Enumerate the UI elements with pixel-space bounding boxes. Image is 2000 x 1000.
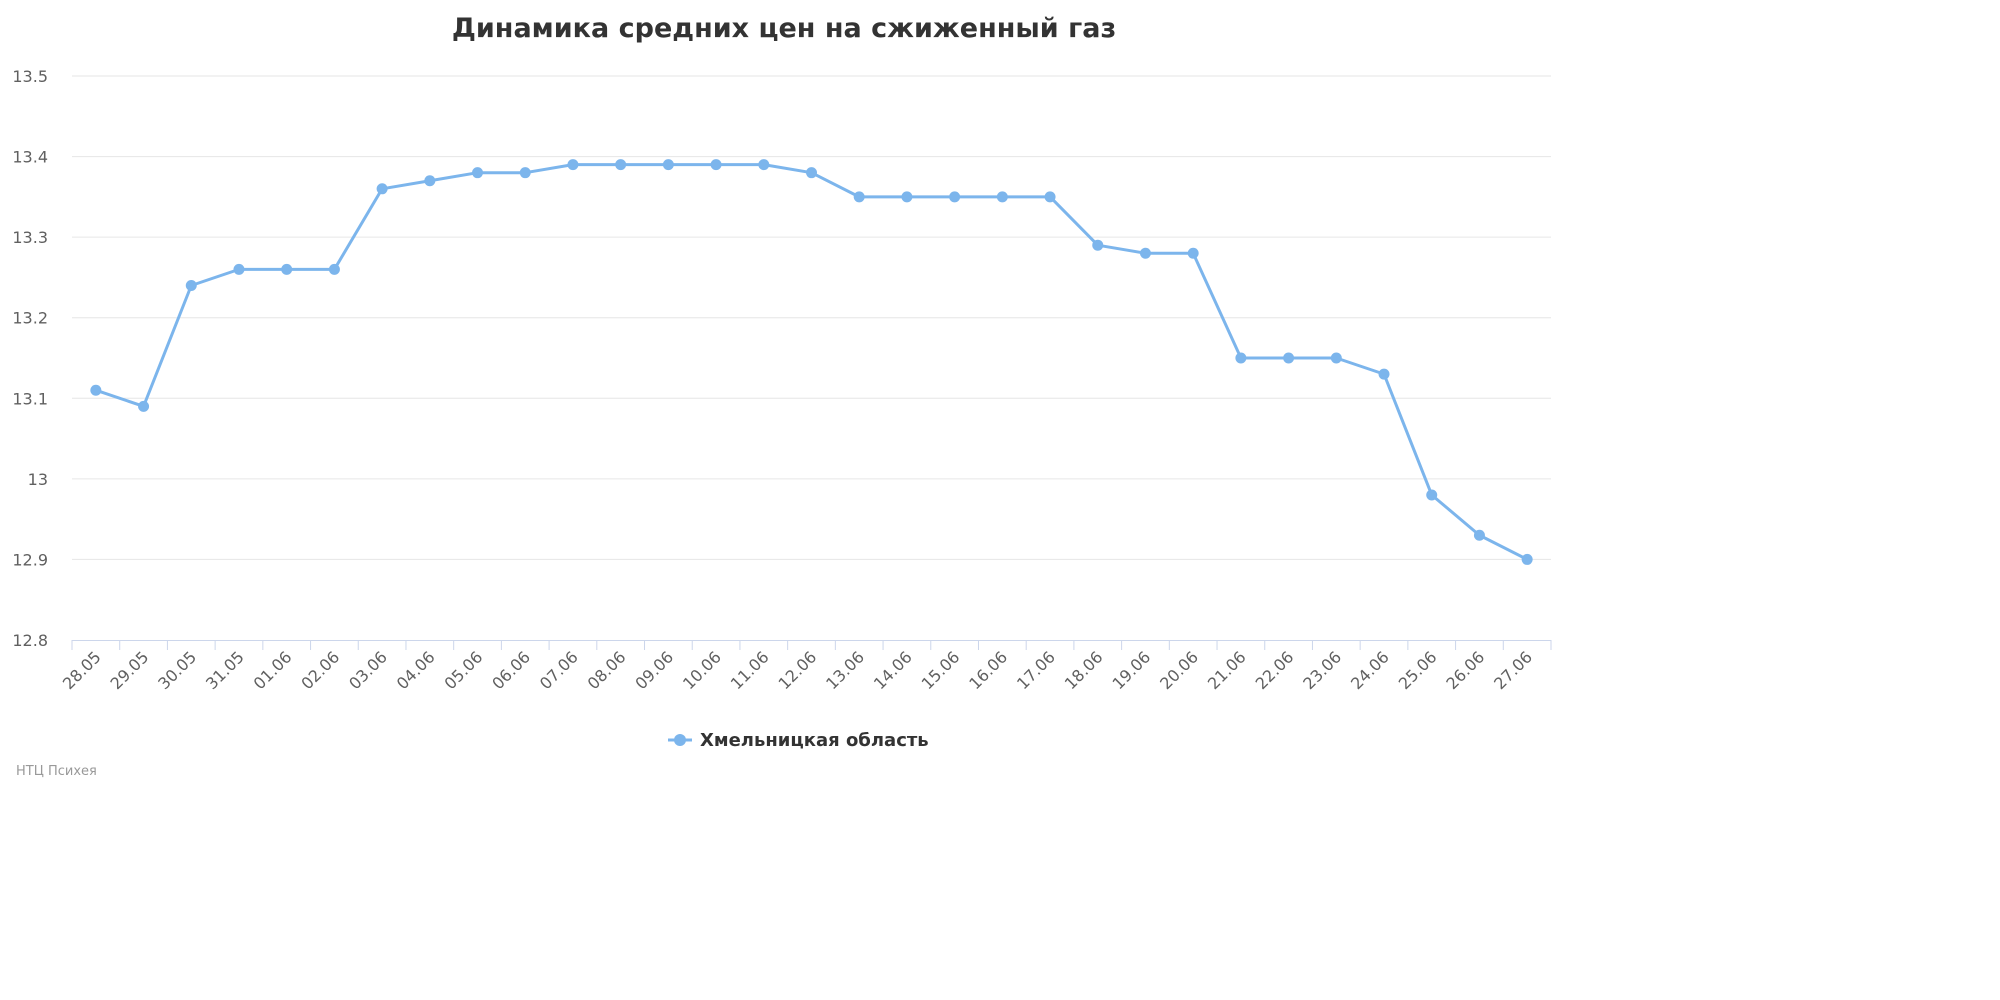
x-tick-label: 31.05 [202,647,248,693]
x-tick-label: 27.06 [1490,647,1536,693]
data-point[interactable] [376,183,388,195]
x-tick-label: 04.06 [393,647,439,693]
data-point[interactable] [662,159,674,171]
x-tick-label: 13.06 [822,647,868,693]
data-point[interactable] [1378,368,1390,380]
data-point[interactable] [1521,553,1533,565]
y-tick-label: 13.5 [12,67,48,86]
y-tick-label: 12.8 [12,631,48,650]
data-point[interactable] [1330,352,1342,364]
x-tick-label: 11.06 [727,647,773,693]
data-point[interactable] [281,263,293,275]
y-tick-label: 13.4 [12,148,48,167]
data-point[interactable] [472,167,484,179]
x-tick-label: 12.06 [774,647,820,693]
x-tick-label: 29.05 [107,647,153,693]
data-point[interactable] [1426,489,1438,501]
data-point[interactable] [758,159,770,171]
x-tick-label: 16.06 [965,647,1011,693]
data-point[interactable] [996,191,1008,203]
x-tick-label: 17.06 [1013,647,1059,693]
y-axis: 12.8 12.9 13 13.1 13.2 13.3 13.4 13.5 [12,67,48,650]
credits-text[interactable]: НТЦ Психея [16,764,97,779]
x-tick-label: 24.06 [1347,647,1393,693]
data-point[interactable] [949,191,961,203]
data-point[interactable] [901,191,913,203]
line-chart: Динамика средних цен на сжиженный газ 12… [12,13,1552,779]
legend-label[interactable]: Хмельницкая область [700,730,929,751]
x-tick-label: 28.05 [59,647,105,693]
data-point[interactable] [90,384,102,396]
y-tick-label: 13.2 [12,309,48,328]
data-point[interactable] [138,400,150,412]
data-point[interactable] [1473,529,1485,541]
data-point[interactable] [185,279,197,291]
legend-marker-icon [674,734,686,746]
x-tick-label: 03.06 [345,647,391,693]
data-point[interactable] [567,159,579,171]
x-tick-label: 01.06 [250,647,296,693]
data-point[interactable] [615,159,627,171]
x-tick-label: 25.06 [1395,647,1441,693]
series-layer [90,159,1533,565]
data-point[interactable] [1139,247,1151,259]
x-tick-label: 23.06 [1299,647,1345,693]
y-tick-label: 13.3 [12,228,48,247]
x-tick-label: 09.06 [631,647,677,693]
data-point[interactable] [1187,247,1199,259]
x-tick-label: 18.06 [1061,647,1107,693]
data-point[interactable] [853,191,865,203]
x-tick-label: 14.06 [870,647,916,693]
series-line[interactable] [94,163,1529,561]
data-point[interactable] [424,175,436,187]
x-tick-label: 08.06 [584,647,630,693]
x-tick-label: 30.05 [154,647,200,693]
x-tick-label: 15.06 [918,647,964,693]
data-point[interactable] [1235,352,1247,364]
x-tick-label: 06.06 [488,647,534,693]
chart-title: Динамика средних цен на сжиженный газ [452,13,1116,44]
x-axis: 28.05 29.05 30.05 31.05 01.06 02.06 03.06 04.06… [59,640,1552,693]
data-point[interactable] [1044,191,1056,203]
data-point[interactable] [328,263,340,275]
x-tick-label: 20.06 [1156,647,1202,693]
y-tick-label: 12.9 [12,550,48,569]
y-tick-label: 13.1 [12,389,48,408]
x-tick-label: 19.06 [1108,647,1154,693]
x-tick-label: 26.06 [1442,647,1488,693]
data-point[interactable] [1092,239,1104,251]
x-tick-label: 21.06 [1204,647,1250,693]
data-point[interactable] [710,159,722,171]
x-tick-label: 10.06 [679,647,725,693]
legend[interactable]: Хмельницкая область [668,730,929,751]
x-tick-label: 22.06 [1252,647,1298,693]
y-tick-label: 13 [28,470,48,489]
data-point[interactable] [233,263,245,275]
data-point[interactable] [806,167,817,179]
grid-lines [72,75,1551,560]
data-point[interactable] [519,167,531,179]
x-tick-label: 07.06 [536,647,582,693]
x-tick-label: 02.06 [297,647,343,693]
data-point[interactable] [1283,352,1295,364]
chart-container: Динамика средних цен на сжиженный газ 12… [12,13,1552,779]
x-tick-label: 05.06 [441,647,487,693]
